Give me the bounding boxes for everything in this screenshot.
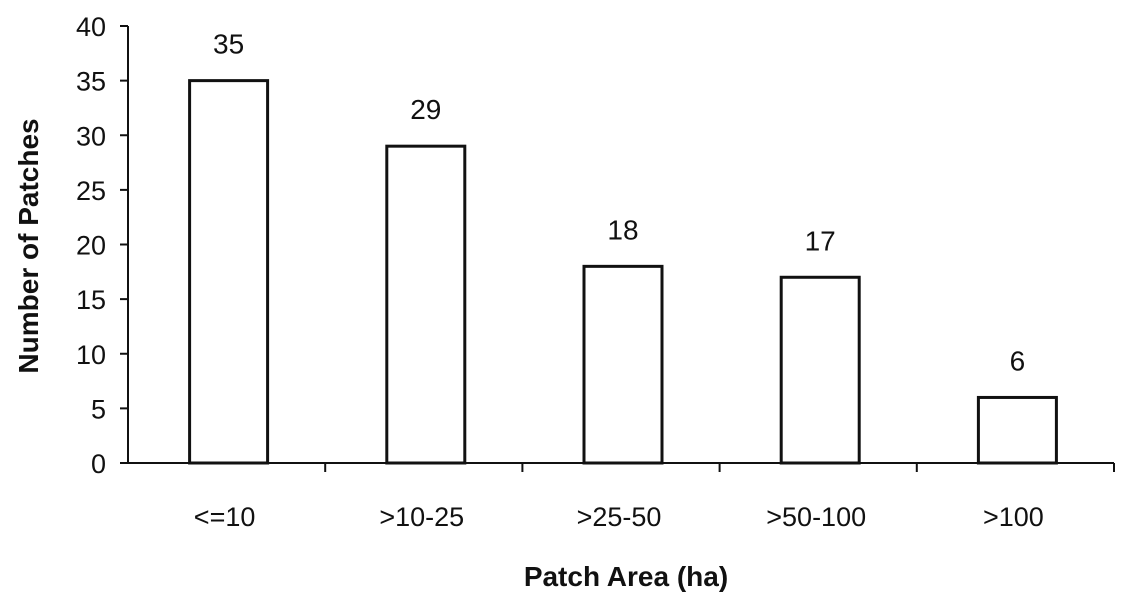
data-label-5: 6 [1010, 345, 1026, 376]
category-labels-group: <=10 >10-25 >25-50 >50-100 >100 [194, 502, 1044, 532]
y-axis-ticks: 0 5 10 15 20 25 30 35 40 [76, 12, 128, 479]
x-category-label-1: <=10 [194, 502, 256, 532]
bars-group [188, 79, 1058, 465]
y-tick-label: 15 [76, 285, 106, 315]
bar-2 [385, 144, 467, 465]
y-tick-label: 0 [91, 449, 106, 479]
bar-5 [976, 395, 1058, 465]
bar-1 [188, 79, 270, 465]
y-tick-label: 25 [76, 176, 106, 206]
x-category-label-2: >10-25 [379, 502, 464, 532]
y-tick-label: 30 [76, 121, 106, 151]
data-labels-group: 35 29 18 17 6 [213, 29, 1025, 377]
data-label-3: 18 [607, 214, 638, 245]
y-axis-title: Number of Patches [13, 118, 44, 373]
x-category-label-3: >25-50 [577, 502, 662, 532]
bar-4 [779, 275, 861, 465]
bar-3 [582, 264, 664, 465]
y-tick-label: 35 [76, 67, 106, 97]
y-tick-label: 10 [76, 340, 106, 370]
data-label-2: 29 [410, 94, 441, 125]
x-category-label-5: >100 [983, 502, 1044, 532]
y-tick-label: 5 [91, 394, 106, 424]
data-label-4: 17 [805, 225, 836, 256]
x-axis-ticks [324, 463, 1115, 472]
x-category-label-4: >50-100 [766, 502, 866, 532]
y-tick-label: 40 [76, 12, 106, 42]
x-axis-title: Patch Area (ha) [524, 561, 728, 592]
y-tick-label: 20 [76, 231, 106, 261]
data-label-1: 35 [213, 29, 244, 60]
